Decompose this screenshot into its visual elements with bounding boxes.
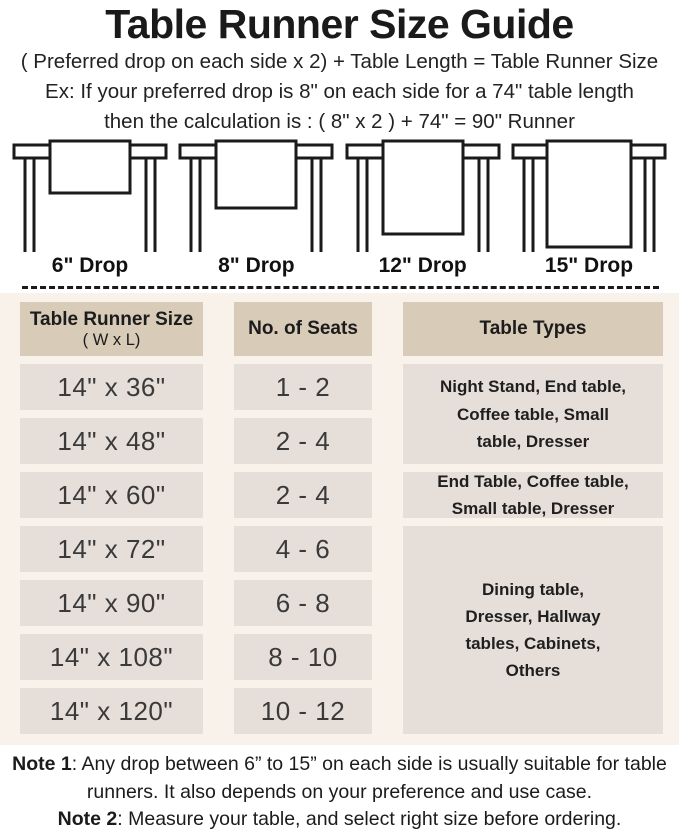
- size-cell-row-1: 14" x 36": [20, 364, 203, 411]
- header-table-types-label: Table Types: [479, 318, 587, 340]
- table-with-runner-illustration: [345, 139, 501, 253]
- size-cell-row-7: 14" x 120": [20, 688, 203, 735]
- size-cell-row-5: 14" x 90": [20, 580, 203, 627]
- drop-label: 6" Drop: [51, 254, 129, 278]
- table-figure-6-drop: 6" Drop: [12, 139, 168, 279]
- header-cell-runner-size: Table Runner Size ( W x L): [20, 302, 203, 357]
- size-guide-panel: Table Runner Size ( W x L) No. of Seats …: [0, 293, 679, 746]
- header-runner-size-title: Table Runner Size: [29, 308, 194, 330]
- table-with-runner-illustration: [12, 139, 168, 253]
- header-seats-label: No. of Seats: [248, 318, 358, 340]
- size-cell-row-3: 14" x 60": [20, 472, 203, 519]
- seats-cell-row-5: 6 - 8: [234, 580, 372, 627]
- size-cell-row-4: 14" x 72": [20, 526, 203, 573]
- seats-cell-row-1: 1 - 2: [234, 364, 372, 411]
- note-2-label: Note 2: [57, 808, 118, 831]
- drop-label: 15" Drop: [544, 254, 634, 278]
- drop-label: 12" Drop: [378, 254, 467, 278]
- header-cell-table-types: Table Types: [403, 302, 663, 357]
- note-2: Note 2: Measure your table, and select r…: [2, 806, 677, 834]
- table-with-runner-illustration: [511, 139, 667, 253]
- seats-cell-row-2: 2 - 4: [234, 418, 372, 465]
- runner-cloth: [214, 139, 298, 210]
- drop-label: 8" Drop: [218, 254, 295, 278]
- notes-section: Note 1: Any drop between 6” to 15” on ea…: [0, 751, 679, 834]
- seats-cell-row-7: 10 - 12: [234, 688, 372, 735]
- note-2-text: : Measure your table, and select right s…: [117, 808, 622, 831]
- runner-cloth: [545, 139, 633, 249]
- size-cell-row-6: 14" x 108": [20, 634, 203, 681]
- note-1: Note 1: Any drop between 6” to 15” on ea…: [2, 751, 677, 806]
- page-title: Table Runner Size Guide: [105, 1, 574, 47]
- header-cell-seats: No. of Seats: [234, 302, 372, 357]
- size-cell-row-2: 14" x 48": [20, 418, 203, 465]
- example-line-2: then the calculation is : ( 8" x 2 ) + 7…: [104, 110, 575, 134]
- table-figure-15-drop: 15" Drop: [511, 139, 667, 279]
- table-with-runner-illustration: [178, 139, 334, 253]
- seats-cell-row-6: 8 - 10: [234, 634, 372, 681]
- formula-text: ( Preferred drop on each side x 2) + Tab…: [20, 50, 659, 74]
- table-types-cell-medium: End Table, Coffee table, Small table, Dr…: [403, 472, 663, 519]
- example-line-1: Ex: If your preferred drop is 8" on each…: [45, 80, 634, 104]
- runner-cloth: [48, 139, 132, 195]
- dashed-divider: [22, 286, 659, 290]
- seats-cell-row-3: 2 - 4: [234, 472, 372, 519]
- note-1-text: : Any drop between 6” to 15” on each sid…: [71, 753, 667, 803]
- figures-row: 6" Drop 8" Drop: [0, 139, 679, 279]
- size-grid: Table Runner Size ( W x L) No. of Seats …: [20, 302, 663, 735]
- table-types-cell-small: Night Stand, End table, Coffee table, Sm…: [403, 364, 663, 465]
- runner-cloth: [381, 139, 465, 236]
- table-figure-12-drop: 12" Drop: [345, 139, 501, 279]
- note-1-label: Note 1: [12, 753, 72, 776]
- table-figure-8-drop: 8" Drop: [178, 139, 334, 279]
- table-types-cell-large: Dining table, Dresser, Hallway tables, C…: [403, 526, 663, 735]
- seats-cell-row-4: 4 - 6: [234, 526, 372, 573]
- header-runner-size-sub: ( W x L): [82, 330, 141, 349]
